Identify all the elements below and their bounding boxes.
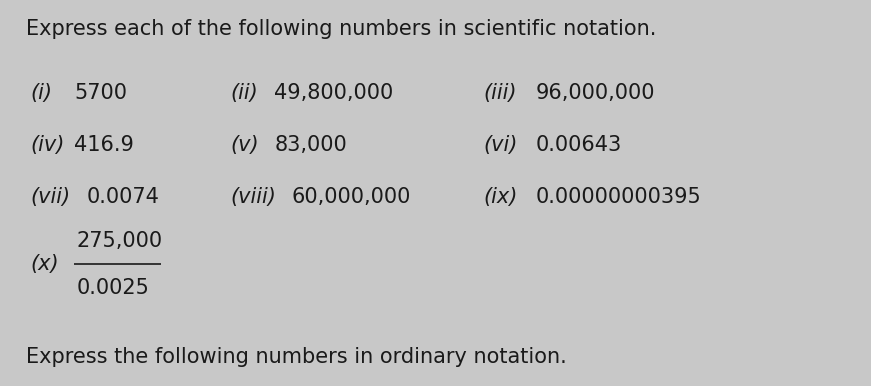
Text: (i): (i) [30, 83, 52, 103]
Text: (iv): (iv) [30, 135, 64, 155]
Text: 60,000,000: 60,000,000 [292, 187, 411, 207]
Text: (vi): (vi) [483, 135, 517, 155]
Text: (vii): (vii) [30, 187, 71, 207]
Text: 0.0025: 0.0025 [77, 278, 150, 298]
Text: (v): (v) [231, 135, 260, 155]
Text: (ix): (ix) [483, 187, 517, 207]
Text: 275,000: 275,000 [77, 231, 163, 251]
Text: 83,000: 83,000 [274, 135, 348, 155]
Text: (ii): (ii) [231, 83, 259, 103]
Text: 5700: 5700 [74, 83, 127, 103]
Text: 0.00000000395: 0.00000000395 [536, 187, 701, 207]
Text: Express the following numbers in ordinary notation.: Express the following numbers in ordinar… [26, 347, 567, 367]
Text: Express each of the following numbers in scientific notation.: Express each of the following numbers in… [26, 19, 657, 39]
Text: 0.00643: 0.00643 [536, 135, 622, 155]
Text: 96,000,000: 96,000,000 [536, 83, 655, 103]
Text: 0.0074: 0.0074 [87, 187, 160, 207]
Text: (viii): (viii) [231, 187, 277, 207]
Text: 416.9: 416.9 [74, 135, 134, 155]
Text: 49,800,000: 49,800,000 [274, 83, 394, 103]
Text: (iii): (iii) [483, 83, 517, 103]
Text: (x): (x) [30, 254, 59, 274]
